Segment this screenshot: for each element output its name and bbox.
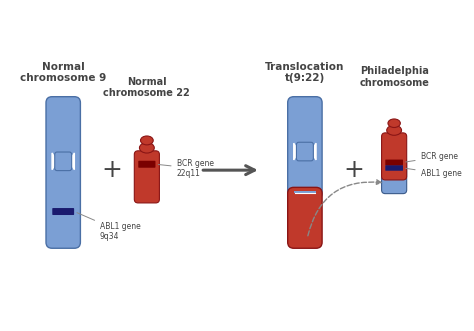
Polygon shape [311,143,316,160]
FancyBboxPatch shape [288,97,322,200]
Text: +: + [101,158,122,182]
Text: Normal
chromosome 9: Normal chromosome 9 [20,62,106,83]
FancyBboxPatch shape [288,187,322,248]
Ellipse shape [387,125,401,135]
FancyBboxPatch shape [385,160,403,165]
Ellipse shape [388,119,401,127]
Text: Philadelphia
chromosome: Philadelphia chromosome [359,66,429,88]
Text: +: + [343,158,364,182]
FancyBboxPatch shape [382,159,407,194]
Text: ABL1 gene: ABL1 gene [406,168,461,178]
Text: BCR gene: BCR gene [406,152,457,162]
Ellipse shape [139,143,154,153]
FancyBboxPatch shape [134,151,159,203]
FancyBboxPatch shape [385,165,403,171]
FancyArrowPatch shape [308,180,381,236]
FancyBboxPatch shape [55,152,72,170]
FancyBboxPatch shape [46,97,81,248]
Bar [294,191,316,196]
Polygon shape [69,153,74,170]
Bar [294,193,316,196]
FancyBboxPatch shape [138,161,155,168]
FancyBboxPatch shape [382,133,407,180]
Text: BCR gene
22q11: BCR gene 22q11 [158,159,214,178]
Text: Normal
chromosome 22: Normal chromosome 22 [103,77,190,98]
FancyBboxPatch shape [52,208,74,215]
Text: ABL1 gene
9q34: ABL1 gene 9q34 [77,213,141,241]
Polygon shape [52,153,57,170]
Polygon shape [294,143,299,160]
Text: Translocation
t(9:22): Translocation t(9:22) [265,62,345,83]
FancyBboxPatch shape [296,142,313,161]
Ellipse shape [140,136,153,145]
